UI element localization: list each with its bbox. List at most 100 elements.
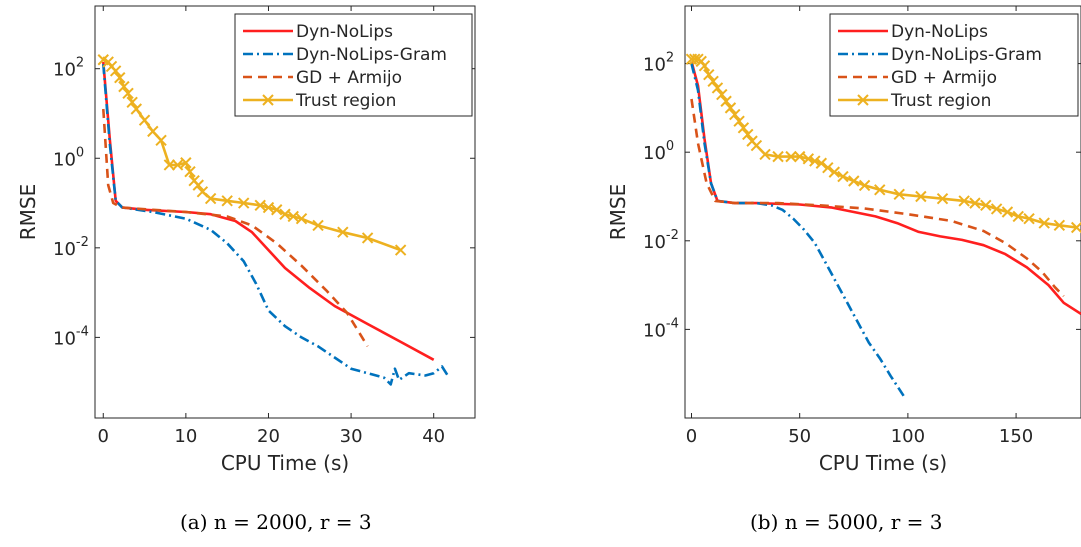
marker-x [221,195,233,207]
marker-x [196,186,209,198]
y-axis-label: RMSE [16,184,40,240]
marker-x [980,199,992,212]
marker-x [394,244,407,256]
y-tick-exponent: 0 [76,145,84,160]
marker-x [750,139,763,152]
y-tick-exponent: -4 [76,324,89,339]
marker-x [147,125,159,138]
legend-label: GD + Armijo [296,68,402,88]
marker-x [729,108,741,121]
marker-x [837,170,849,183]
marker-x [711,82,724,94]
legend-label: Dyn-NoLips [296,22,393,42]
y-tick-label: 102 [53,56,84,81]
x-tick-label: 100 [891,426,925,447]
marker-x [122,87,134,100]
legend-marker [857,94,869,106]
series-group [685,53,1081,397]
marker-x [737,122,750,134]
legend-label: Dyn-NoLips [891,22,988,42]
legend-label: GD + Armijo [891,68,997,88]
x-tick-label: 40 [422,426,445,447]
marker-x [958,195,970,207]
marker-x [772,150,784,163]
y-tick-base: 10 [53,328,76,349]
marker-x [126,96,138,108]
y-tick-exponent: 2 [76,56,84,71]
legend-label: Trust region [295,91,396,111]
y-tick-label: 100 [643,139,674,164]
series-group [97,54,449,386]
marker-x [279,208,291,220]
marker-x [192,179,204,191]
x-tick-label: 30 [340,426,363,447]
y-tick-base: 10 [643,143,666,164]
marker-x [990,203,1003,215]
marker-x [698,60,711,72]
marker-x [915,190,927,203]
x-tick-label: 10 [174,426,197,447]
marker-x [204,192,217,205]
y-tick-base: 10 [53,239,76,260]
marker-x [793,150,806,163]
marker-x [802,153,815,165]
marker-x [114,71,126,84]
marker-x [1070,221,1081,234]
y-tick-exponent: -2 [76,235,89,250]
marker-x [361,232,374,244]
marker-x [858,179,871,192]
marker-x [171,159,184,171]
y-tick-label: 10-2 [643,228,679,253]
legend-label: Dyn-NoLips-Gram [891,45,1042,65]
marker-x [184,165,196,178]
marker-x [1023,212,1035,225]
marker-x [848,175,860,187]
marker-x [262,201,275,214]
y-tick-label: 10-4 [53,324,89,349]
marker-x [254,199,266,211]
y-tick-exponent: -2 [666,228,679,243]
marker-x [809,155,821,167]
marker-x [720,95,732,107]
marker-x [295,213,308,225]
marker-x [118,80,130,93]
marker-x [271,204,283,216]
x-axis-label: CPU Time (s) [221,451,349,475]
series-line-2 [690,98,1065,298]
legend: Dyn-NoLips Dyn-NoLips-Gram GD + Armijo Trus… [234,13,473,117]
marker-x [689,53,701,65]
marker-x [828,166,841,178]
legend-label: Dyn-NoLips-Gram [296,45,447,65]
marker-x [742,128,754,141]
y-tick-label: 10-4 [643,316,679,341]
marker-x [337,226,349,238]
series-line-1 [102,64,449,386]
legend-marker [262,94,274,106]
y-tick-exponent: -4 [666,316,679,331]
marker-x [163,159,176,171]
series-line-1 [690,63,905,397]
y-tick-label: 10-2 [53,235,89,260]
legend-label: Trust region [890,91,991,111]
marker-x [155,134,167,147]
marker-x [893,188,905,200]
marker-x [138,114,151,126]
marker-x [874,184,886,196]
y-tick-label: 102 [643,51,674,76]
x-tick-label: 20 [257,426,280,447]
x-tick-label: 150 [999,426,1033,447]
marker-x [759,148,771,161]
y-tick-base: 10 [643,320,666,341]
y-tick-exponent: 0 [666,139,674,154]
caption-b: (b) n = 5000, r = 3 [750,510,943,534]
marker-x [1038,217,1050,229]
x-tick-label: 0 [98,426,109,447]
y-tick-base: 10 [643,232,666,253]
y-axis-label: RMSE [606,184,630,240]
marker-x [785,150,797,163]
marker-x [1001,206,1014,218]
x-axis-label: CPU Time (s) [819,451,947,475]
marker-x [733,115,745,127]
